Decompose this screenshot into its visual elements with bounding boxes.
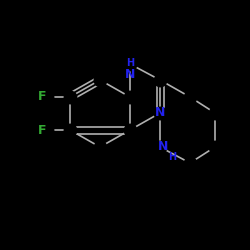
Text: N: N [158,140,168,153]
Text: F: F [38,124,46,136]
Text: H: H [126,58,134,68]
Text: N: N [125,68,135,80]
Text: F: F [38,90,46,104]
Text: H: H [168,152,176,162]
Text: N: N [155,106,165,120]
